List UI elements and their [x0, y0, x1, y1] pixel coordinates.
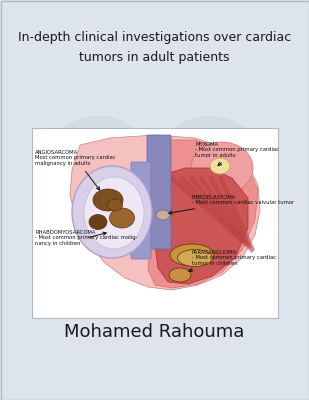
Text: In-depth clinical investigations over cardiac: In-depth clinical investigations over ca…: [18, 32, 291, 44]
Polygon shape: [178, 175, 243, 241]
FancyBboxPatch shape: [32, 128, 278, 318]
Ellipse shape: [84, 177, 144, 249]
Polygon shape: [155, 168, 248, 284]
Ellipse shape: [169, 268, 191, 282]
Ellipse shape: [89, 214, 107, 230]
Polygon shape: [70, 135, 260, 290]
Text: ANGIOSARCOMA
Most common primary cardiac
malignancy in adults: ANGIOSARCOMA Most common primary cardiac…: [35, 150, 116, 190]
Text: tumors in adult patients: tumors in adult patients: [79, 52, 230, 64]
FancyBboxPatch shape: [131, 162, 151, 259]
Ellipse shape: [72, 166, 152, 258]
Ellipse shape: [191, 142, 253, 194]
Ellipse shape: [108, 199, 122, 211]
Polygon shape: [218, 175, 255, 253]
Ellipse shape: [109, 208, 134, 228]
Text: Mohamed Rahouma: Mohamed Rahouma: [64, 323, 245, 341]
Ellipse shape: [93, 189, 123, 211]
Ellipse shape: [156, 210, 170, 220]
Polygon shape: [208, 175, 252, 250]
Text: FIBROELASTOMA
- Most common cardiac valvular tumor: FIBROELASTOMA - Most common cardiac valv…: [169, 194, 294, 214]
Text: PARAGANGLIOMA
- Most common primary cardiac
tumor in children: PARAGANGLIOMA - Most common primary card…: [189, 250, 276, 272]
Text: RHABDOMYOSARCOMA
- Most common primary cardiac malig-
nancy in children: RHABDOMYOSARCOMA - Most common primary c…: [35, 230, 138, 246]
Text: MYXOMA
- Most common primary cardiac
tumor in adults: MYXOMA - Most common primary cardiac tum…: [195, 142, 279, 166]
Ellipse shape: [170, 244, 214, 266]
Ellipse shape: [177, 250, 213, 266]
Polygon shape: [198, 175, 249, 247]
Polygon shape: [148, 140, 258, 288]
FancyBboxPatch shape: [147, 135, 171, 249]
Polygon shape: [188, 175, 246, 244]
Polygon shape: [168, 175, 240, 238]
Ellipse shape: [210, 158, 230, 174]
Polygon shape: [42, 116, 266, 319]
